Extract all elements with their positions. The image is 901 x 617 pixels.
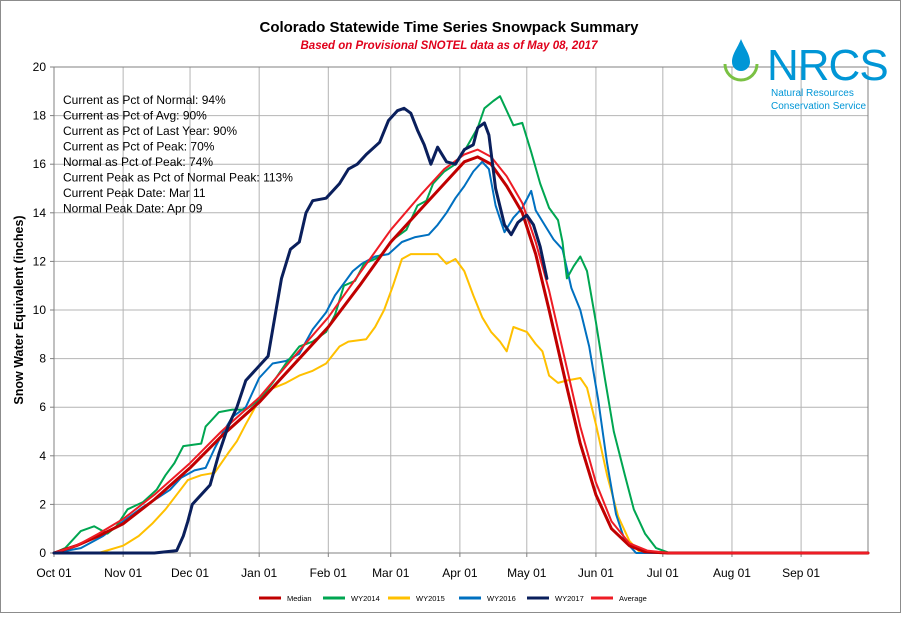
stat-line: Normal Peak Date: Apr 09 xyxy=(63,202,203,216)
y-tick-label: 16 xyxy=(33,157,47,171)
x-tick-label: Jan 01 xyxy=(241,566,277,580)
x-tick-label: Apr 01 xyxy=(442,566,478,580)
y-tick-label: 0 xyxy=(39,546,46,560)
x-tick-label: Feb 01 xyxy=(310,566,348,580)
legend-label: WY2014 xyxy=(351,594,380,603)
stat-line: Current as Pct of Last Year: 90% xyxy=(63,124,237,138)
ground-arc-icon xyxy=(723,63,759,82)
x-tick-label: Sep 01 xyxy=(782,566,820,580)
y-tick-label: 18 xyxy=(33,109,47,123)
nrcs-logo: NRCS Natural Resources Conservation Serv… xyxy=(723,39,889,112)
stat-line: Current as Pct of Avg: 90% xyxy=(63,109,207,123)
legend-label: Median xyxy=(287,594,312,603)
legend: Median WY2014 WY2015 WY2016 WY2017 Average xyxy=(259,594,647,603)
y-tick-label: 20 xyxy=(33,60,47,74)
logo-text: NRCS xyxy=(767,41,888,90)
x-tick-label: Mar 01 xyxy=(372,566,410,580)
series-group xyxy=(52,95,870,555)
y-tick-label: 2 xyxy=(39,497,46,511)
x-tick-label: Nov 01 xyxy=(104,566,142,580)
y-tick-label: 8 xyxy=(39,352,46,366)
stats-annotations: Current as Pct of Normal: 94% Current as … xyxy=(63,93,293,216)
chart-title: Colorado Statewide Time Series Snowpack … xyxy=(259,19,639,36)
chart-subtitle: Based on Provisional SNOTEL data as of M… xyxy=(301,40,599,52)
stat-line: Current Peak as Pct of Normal Peak: 113% xyxy=(63,171,293,185)
logo-line1: Natural Resources xyxy=(771,88,854,99)
series-line-wy2014 xyxy=(53,95,869,554)
legend-label: WY2016 xyxy=(487,594,516,603)
stat-line: Current as Pct of Normal: 94% xyxy=(63,93,226,107)
legend-label: WY2015 xyxy=(416,594,445,603)
y-tick-label: 4 xyxy=(39,449,46,463)
y-tick-label: 12 xyxy=(33,254,47,268)
x-tick-label: Oct 01 xyxy=(36,566,72,580)
water-drop-icon xyxy=(732,39,750,71)
y-axis: 0 2 4 6 8 10 12 14 16 18 20 xyxy=(33,60,54,560)
series-line-wy2017 xyxy=(52,106,549,555)
y-tick-label: 6 xyxy=(39,400,46,414)
x-tick-label: May 01 xyxy=(507,566,547,580)
legend-label: Average xyxy=(619,594,647,603)
series-line-median xyxy=(52,155,870,555)
legend-label: WY2017 xyxy=(555,594,584,603)
stat-line: Current Peak Date: Mar 11 xyxy=(63,186,206,200)
x-tick-label: Aug 01 xyxy=(713,566,751,580)
x-tick-label: Jun 01 xyxy=(578,566,614,580)
x-tick-label: Jul 01 xyxy=(647,566,679,580)
series-line-average xyxy=(53,148,869,554)
series-line-wy2015 xyxy=(53,253,869,554)
y-tick-label: 10 xyxy=(33,303,47,317)
logo-line2: Conservation Service xyxy=(771,101,866,112)
x-axis: Oct 01 Nov 01 Dec 01 Jan 01 Feb 01 Mar 01 Apr … xyxy=(36,553,820,580)
y-tick-label: 14 xyxy=(33,206,47,220)
y-axis-label: Snow Water Equivalent (inches) xyxy=(12,215,26,404)
stat-line: Normal as Pct of Peak: 74% xyxy=(63,155,213,169)
stat-line: Current as Pct of Peak: 70% xyxy=(63,140,215,154)
x-tick-label: Dec 01 xyxy=(171,566,209,580)
